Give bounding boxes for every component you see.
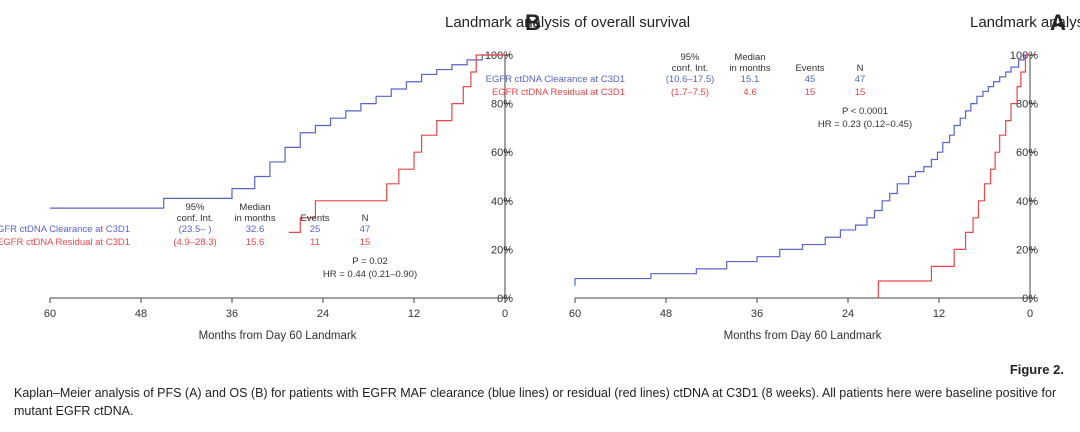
stats-row-label: EGFR ctDNA Clearance at C3D1 bbox=[486, 74, 625, 85]
stats-header: N bbox=[857, 63, 864, 74]
hazard-ratio: HR = 0.44 (0.21–0.90) bbox=[323, 269, 417, 280]
stats-median: 4.6 bbox=[743, 87, 756, 98]
x-tick-label: 48 bbox=[660, 308, 672, 320]
stats-events: 45 bbox=[805, 74, 816, 85]
x-tick-label: 12 bbox=[408, 308, 420, 320]
stats-events: 25 bbox=[310, 224, 321, 235]
stats-header: Median bbox=[734, 52, 765, 63]
y-tick-label: 40% bbox=[1016, 196, 1038, 208]
stats-header: conf. Int. bbox=[672, 63, 708, 74]
x-tick-label: 12 bbox=[933, 308, 945, 320]
stats-row-label: EGFR ctDNA Residual at C3D1 bbox=[0, 237, 130, 248]
stats-row-label: EGFR ctDNA Clearance at C3D1 bbox=[0, 224, 130, 235]
x-tick-label: 60 bbox=[569, 308, 581, 320]
x-tick-label: 60 bbox=[44, 308, 56, 320]
stats-median: 15.6 bbox=[246, 237, 265, 248]
stats-header: 95% bbox=[680, 52, 700, 63]
stats-header: Events bbox=[795, 63, 824, 74]
x-axis-label: Months from Day 60 Landmark bbox=[199, 330, 357, 342]
stats-header: in months bbox=[729, 63, 770, 74]
stats-ci: (23.5– ) bbox=[179, 224, 212, 235]
stats-n: 47 bbox=[855, 74, 866, 85]
stats-ci: (4.9–28.3) bbox=[173, 237, 216, 248]
y-tick-label: 60% bbox=[1016, 147, 1038, 159]
stats-ci: (10.6–17.5) bbox=[666, 74, 715, 85]
y-tick-label: 20% bbox=[1016, 244, 1038, 256]
p-value: P < 0.0001 bbox=[842, 106, 888, 117]
p-value: P = 0.02 bbox=[352, 256, 387, 267]
caption-body: Kaplan–Meier analysis of PFS (A) and OS … bbox=[14, 386, 1057, 418]
stats-n: 47 bbox=[360, 224, 371, 235]
stats-median: 15.1 bbox=[741, 74, 760, 85]
panel-letter: A bbox=[1050, 10, 1066, 35]
y-tick-label: 80% bbox=[491, 99, 513, 111]
residual-curve bbox=[877, 54, 1030, 298]
stats-header: in months bbox=[234, 213, 275, 224]
y-tick-label: 100% bbox=[485, 50, 513, 62]
stats-row-label: EGFR ctDNA Residual at C3D1 bbox=[492, 87, 625, 98]
stats-events: 11 bbox=[310, 237, 320, 248]
x-tick-label: 0 bbox=[502, 308, 508, 320]
stats-events: 15 bbox=[805, 87, 816, 98]
panel-letter: B bbox=[525, 10, 541, 35]
stats-ci: (1.7–7.5) bbox=[671, 87, 709, 98]
stats-header: conf. Int. bbox=[177, 213, 213, 224]
clearance-curve bbox=[574, 54, 1030, 286]
x-tick-label: 36 bbox=[751, 308, 763, 320]
panel-title: Landmark analysis of progression-free su… bbox=[970, 14, 1080, 31]
x-tick-label: 48 bbox=[135, 308, 147, 320]
stats-median: 32.6 bbox=[246, 224, 265, 235]
y-tick-label: 60% bbox=[491, 147, 513, 159]
stats-header: Median bbox=[239, 202, 270, 213]
panel-title: Landmark analysis of overall survival bbox=[445, 14, 690, 31]
hazard-ratio: HR = 0.23 (0.12–0.45) bbox=[818, 119, 912, 130]
y-tick-label: 80% bbox=[1016, 99, 1038, 111]
y-tick-label: 20% bbox=[491, 244, 513, 256]
x-tick-label: 24 bbox=[842, 308, 854, 320]
x-tick-label: 0 bbox=[1027, 308, 1033, 320]
caption-title: Figure 2. bbox=[1009, 362, 1064, 377]
x-axis-label: Months from Day 60 Landmark bbox=[724, 330, 882, 342]
residual-curve bbox=[288, 54, 505, 233]
stats-n: 15 bbox=[360, 237, 371, 248]
y-tick-label: 40% bbox=[491, 196, 513, 208]
stats-header: Events bbox=[300, 213, 329, 224]
stats-header: 95% bbox=[185, 202, 205, 213]
stats-header: N bbox=[362, 213, 369, 224]
stats-n: 15 bbox=[855, 87, 866, 98]
x-tick-label: 24 bbox=[317, 308, 329, 320]
clearance-curve bbox=[50, 54, 505, 209]
x-tick-label: 36 bbox=[226, 308, 238, 320]
